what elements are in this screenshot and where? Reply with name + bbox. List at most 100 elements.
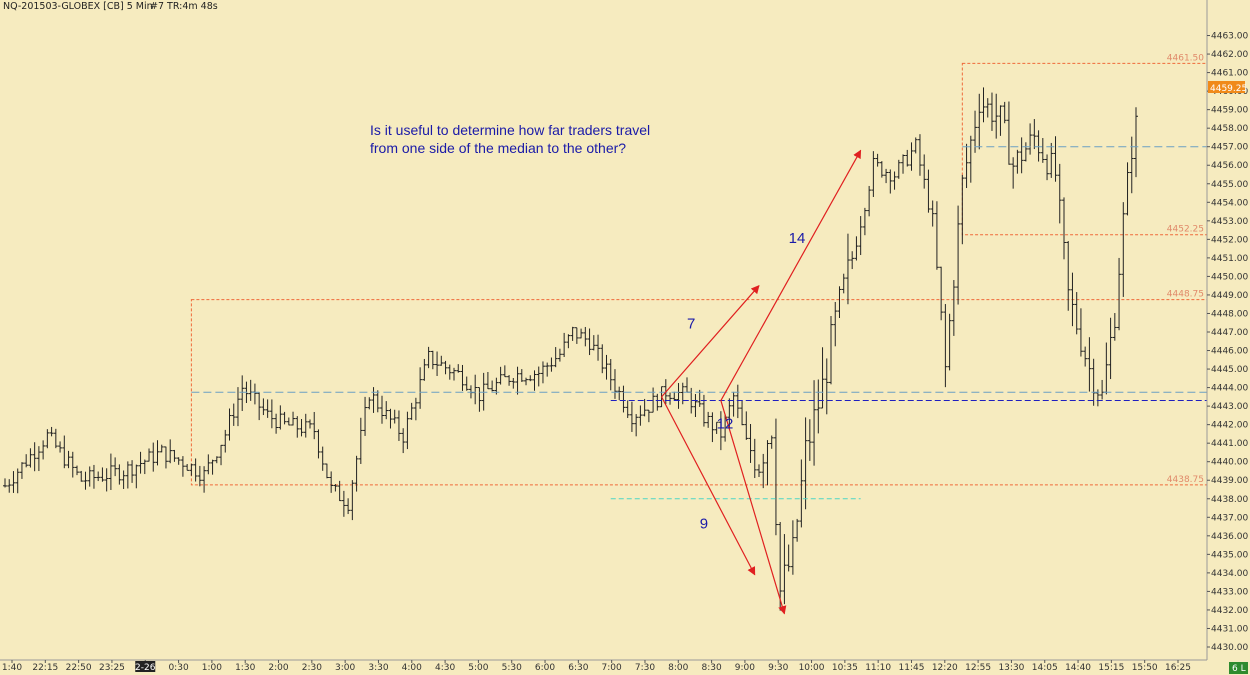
price-bar [19,462,24,479]
price-bar [130,460,135,483]
price-bar [773,418,778,536]
price-bar [884,168,889,184]
price-bar [75,465,80,476]
x-tick-label: 10:35 [832,663,858,673]
y-tick-label: 4435.00 [1211,550,1248,560]
price-bar [968,135,973,183]
price-bar [718,411,723,451]
y-tick-label: 4450.00 [1211,272,1248,282]
price-bar [66,450,71,469]
price-bar [125,461,130,489]
price-bar [617,386,622,401]
y-tick-label: 4449.00 [1211,291,1248,301]
price-bar [973,110,978,153]
annotation-line-1: Is it useful to determine how far trader… [370,122,650,138]
y-tick-label: 4457.00 [1211,143,1248,153]
corner-badge [1229,662,1248,674]
price-bar [803,417,808,510]
price-bar [549,357,554,372]
y-tick-label: 4453.00 [1211,217,1248,227]
price-bar [341,490,346,517]
price-bar [223,429,228,453]
price-bar [1087,337,1092,392]
price-bar [1028,123,1033,155]
price-bar [202,466,207,493]
y-tick-label: 4445.00 [1211,365,1248,375]
price-bar [799,459,804,528]
price-bar [363,396,368,436]
price-bar [778,521,783,611]
price-bar [443,360,448,375]
price-bar [901,154,906,174]
price-bar [388,408,393,429]
price-bar [875,153,880,167]
price-bar [761,453,766,489]
price-level-label: 4438.75 [1167,475,1204,485]
price-tag [1208,81,1245,93]
price-bar [147,448,152,462]
x-tick-label: 6:30 [568,663,588,673]
price-bar [142,459,147,475]
price-bar [1129,136,1134,194]
x-tick-label: 14:40 [1065,663,1091,673]
price-bar [185,464,190,471]
price-bar [163,446,168,469]
wave-labels: 7 9 12 14 [687,230,805,532]
x-tick-label: 12:55 [965,663,991,673]
price-bar [934,201,939,270]
price-bar [485,372,490,390]
arrows [661,149,862,615]
price-bar [757,464,761,478]
price-bar [1032,119,1037,150]
price-bar [553,347,558,368]
price-bar [346,498,351,515]
price-bar [816,379,821,434]
price-bar [735,384,740,419]
price-bar [189,463,194,476]
y-tick-label: 4446.00 [1211,347,1248,357]
price-bar [646,409,651,423]
price-bar [765,440,770,486]
price-bar [265,399,270,418]
price-bar [562,332,567,357]
wave-label: 14 [789,230,806,247]
price-bar [706,411,711,428]
price-bar [748,424,753,463]
price-bar [845,233,850,305]
price-bar [790,520,795,575]
price-bar [210,459,215,475]
price-bar [197,465,202,487]
price-bar [820,347,825,409]
price-bar [812,380,817,466]
price-bar [579,328,584,339]
price-bar [100,467,105,482]
price-bar [354,455,359,492]
price-bar [286,417,291,426]
price-bar [1108,317,1113,380]
price-bar [384,401,389,420]
price-bar [600,344,605,374]
price-bar [977,93,982,150]
x-tick-label: 15:50 [1132,663,1158,673]
price-bar [104,468,109,492]
price-bar [655,393,660,411]
range-box-0 [190,299,1208,486]
price-bar [193,458,198,482]
price-bar [998,105,1003,136]
price-bar [96,471,101,482]
price-level-label: 4452.25 [1167,225,1204,235]
price-bar [1057,163,1062,224]
y-tick-label: 4461.00 [1211,69,1248,79]
price-bar [837,286,842,319]
x-axis: 1:40 22:15 22:50 23:25 2-26 0:30 1:00 1:30 2:00 2… [0,659,1207,673]
price-bar [1002,101,1007,124]
y-tick-label: 4430.00 [1211,643,1248,653]
price-bar [269,399,274,429]
price-bar [380,395,384,424]
price-bar [989,92,994,131]
price-bar [629,401,634,432]
price-bar [430,350,435,370]
price-bar [744,411,749,440]
price-bar [608,359,613,391]
